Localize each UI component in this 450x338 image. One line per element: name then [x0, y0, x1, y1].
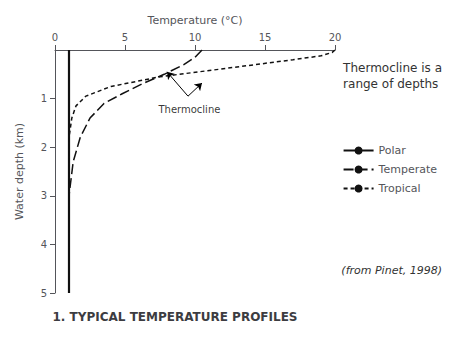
svg-text:5: 5 [122, 32, 128, 43]
svg-text:range of depths: range of depths [343, 77, 438, 91]
svg-text:5: 5 [41, 288, 47, 299]
svg-text:1. TYPICAL TEMPERATURE PROFILE: 1. TYPICAL TEMPERATURE PROFILES [53, 310, 298, 324]
svg-text:0: 0 [52, 32, 58, 43]
svg-text:2: 2 [41, 142, 47, 153]
svg-text:15: 15 [259, 32, 272, 43]
svg-text:1: 1 [41, 93, 47, 104]
svg-text:(from Pinet, 1998): (from Pinet, 1998) [341, 264, 442, 277]
svg-text:10: 10 [189, 32, 202, 43]
svg-text:Thermocline: Thermocline [157, 104, 220, 115]
svg-text:Polar: Polar [379, 144, 407, 157]
svg-text:3: 3 [41, 190, 47, 201]
svg-text:Water depth (km): Water depth (km) [13, 123, 26, 220]
svg-text:20: 20 [329, 32, 342, 43]
svg-text:Temperate: Temperate [378, 163, 438, 176]
svg-text:Tropical: Tropical [378, 182, 421, 195]
svg-text:Temperature (°C): Temperature (°C) [147, 14, 243, 27]
svg-text:Thermocline is a: Thermocline is a [342, 61, 442, 75]
svg-text:4: 4 [41, 239, 47, 250]
